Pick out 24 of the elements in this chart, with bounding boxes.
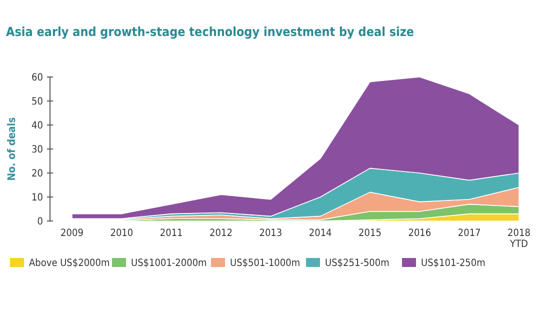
- x-tick-label: 2018 YTD: [508, 228, 531, 250]
- legend-label: Above US$2000m: [29, 258, 110, 269]
- x-tick-label: 2011: [160, 228, 183, 239]
- legend-label: US$251-500m: [325, 258, 390, 269]
- y-tick-label: 60: [32, 72, 44, 84]
- legend-label: US$1001-2000m: [131, 258, 207, 269]
- y-tick-label: 50: [32, 96, 44, 108]
- x-tick-label: 2009: [60, 228, 84, 239]
- y-tick-label: 40: [32, 120, 44, 132]
- legend-label: US$101-250m: [421, 258, 486, 269]
- chart-title: Asia early and growth-stage technology investment by deal size: [6, 24, 414, 39]
- y-tick-label: 10: [32, 192, 44, 204]
- x-tick-label: 2016: [408, 228, 432, 239]
- x-tick-label: 2010: [110, 228, 134, 239]
- y-tick-label: 0: [37, 216, 44, 228]
- x-tick-label: 2014: [308, 228, 332, 239]
- y-axis-title: No. of deals: [6, 116, 18, 181]
- x-tick-label: 2013: [259, 228, 282, 239]
- y-tick-label: 20: [32, 168, 44, 180]
- legend-label: US$501-1000m: [230, 258, 300, 269]
- x-tick-label: 2012: [210, 228, 232, 239]
- x-tick-label: 2017: [458, 228, 481, 239]
- x-tick-label: 2015: [358, 228, 382, 239]
- y-tick-label: 30: [32, 144, 44, 156]
